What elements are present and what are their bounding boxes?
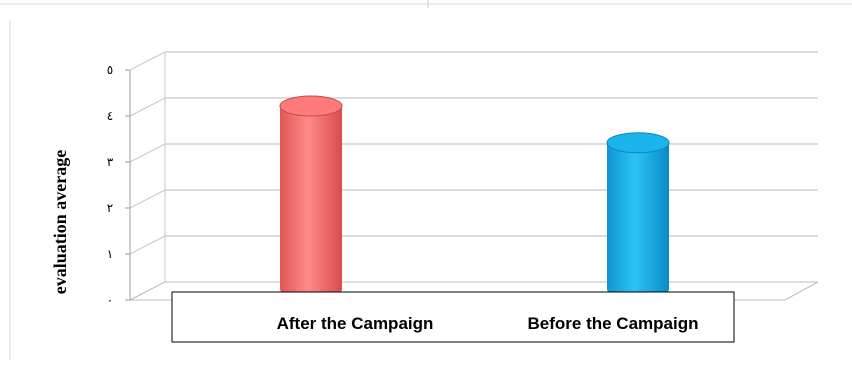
bar (279, 95, 343, 299)
y-tick-label: ٣ (107, 155, 114, 169)
x-tick-label: Before the Campaign (528, 314, 699, 333)
bar-body (607, 142, 669, 299)
gridline-diagonal (129, 143, 166, 163)
bar-top (606, 132, 670, 154)
y-tick-label: ١ (107, 247, 113, 261)
y-tick-label: ٤ (107, 109, 113, 123)
bar-top (279, 95, 343, 117)
gridline-diagonal (129, 97, 166, 117)
bar-body (280, 106, 342, 299)
bar (606, 132, 670, 299)
gridline-diagonal (129, 235, 166, 255)
gridline-diagonal (129, 189, 166, 209)
y-tick-label: ٥ (107, 63, 113, 77)
x-tick-label: After the Campaign (277, 314, 434, 333)
category-label-box (171, 291, 735, 343)
gridline-diagonal (129, 51, 166, 71)
y-tick-label: ٠ (107, 293, 113, 307)
y-axis-label: evaluation average (50, 150, 70, 294)
gridlines (129, 51, 818, 301)
y-tick-label: ٢ (107, 201, 113, 215)
